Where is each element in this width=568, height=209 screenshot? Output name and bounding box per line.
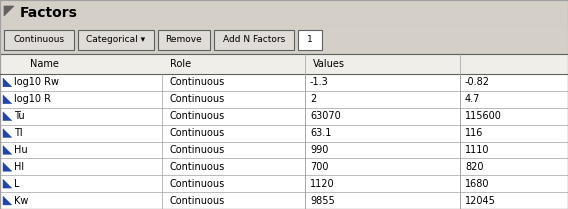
Text: 63.1: 63.1 [310,128,331,138]
Bar [0,54,568,74]
Bar [0,26,568,54]
Bar [0,0,568,26]
Text: Remove: Remove [166,36,202,45]
Text: 9855: 9855 [310,196,335,206]
Bar [0,54,568,209]
Text: Tl: Tl [14,128,22,138]
Bar [0,54,568,209]
Polygon shape [3,179,12,188]
Text: 700: 700 [310,162,328,172]
Bar [158,30,210,50]
Text: Continuous: Continuous [170,196,225,206]
Polygon shape [3,78,12,87]
Text: Kw: Kw [14,196,28,206]
Text: L: L [14,179,19,189]
Text: Hu: Hu [14,145,27,155]
Text: 1120: 1120 [310,179,335,189]
Text: -0.82: -0.82 [465,78,490,87]
Text: 4.7: 4.7 [465,94,481,104]
Text: 115600: 115600 [465,111,502,121]
Text: Hl: Hl [14,162,24,172]
Text: 1680: 1680 [465,179,490,189]
Text: Values: Values [313,59,345,69]
Polygon shape [3,196,12,205]
Polygon shape [3,145,12,154]
Text: 1110: 1110 [465,145,490,155]
Text: Categorical ▾: Categorical ▾ [86,36,145,45]
Text: Continuous: Continuous [170,145,225,155]
Text: Continuous: Continuous [170,78,225,87]
Bar [214,30,294,50]
Text: Continuous: Continuous [14,36,65,45]
Text: Continuous: Continuous [170,162,225,172]
Text: Tu: Tu [14,111,24,121]
Text: Continuous: Continuous [170,111,225,121]
Bar [298,30,322,50]
Bar [4,30,74,50]
Bar [78,30,154,50]
Text: log10 Rw: log10 Rw [14,78,59,87]
Text: Continuous: Continuous [170,179,225,189]
Polygon shape [3,95,12,104]
Text: 820: 820 [465,162,483,172]
Text: 116: 116 [465,128,483,138]
Polygon shape [3,162,12,171]
Text: 990: 990 [310,145,328,155]
Text: log10 R: log10 R [14,94,51,104]
Text: Continuous: Continuous [170,128,225,138]
Text: Role: Role [170,59,191,69]
Text: 63070: 63070 [310,111,341,121]
Text: 1: 1 [307,36,313,45]
Text: -1.3: -1.3 [310,78,329,87]
Text: Factors: Factors [20,6,78,20]
Polygon shape [4,6,14,16]
Text: 2: 2 [310,94,316,104]
Text: Continuous: Continuous [170,94,225,104]
Text: Name: Name [30,59,59,69]
Text: 12045: 12045 [465,196,496,206]
Polygon shape [3,112,12,121]
Polygon shape [3,129,12,138]
Text: Add N Factors: Add N Factors [223,36,285,45]
